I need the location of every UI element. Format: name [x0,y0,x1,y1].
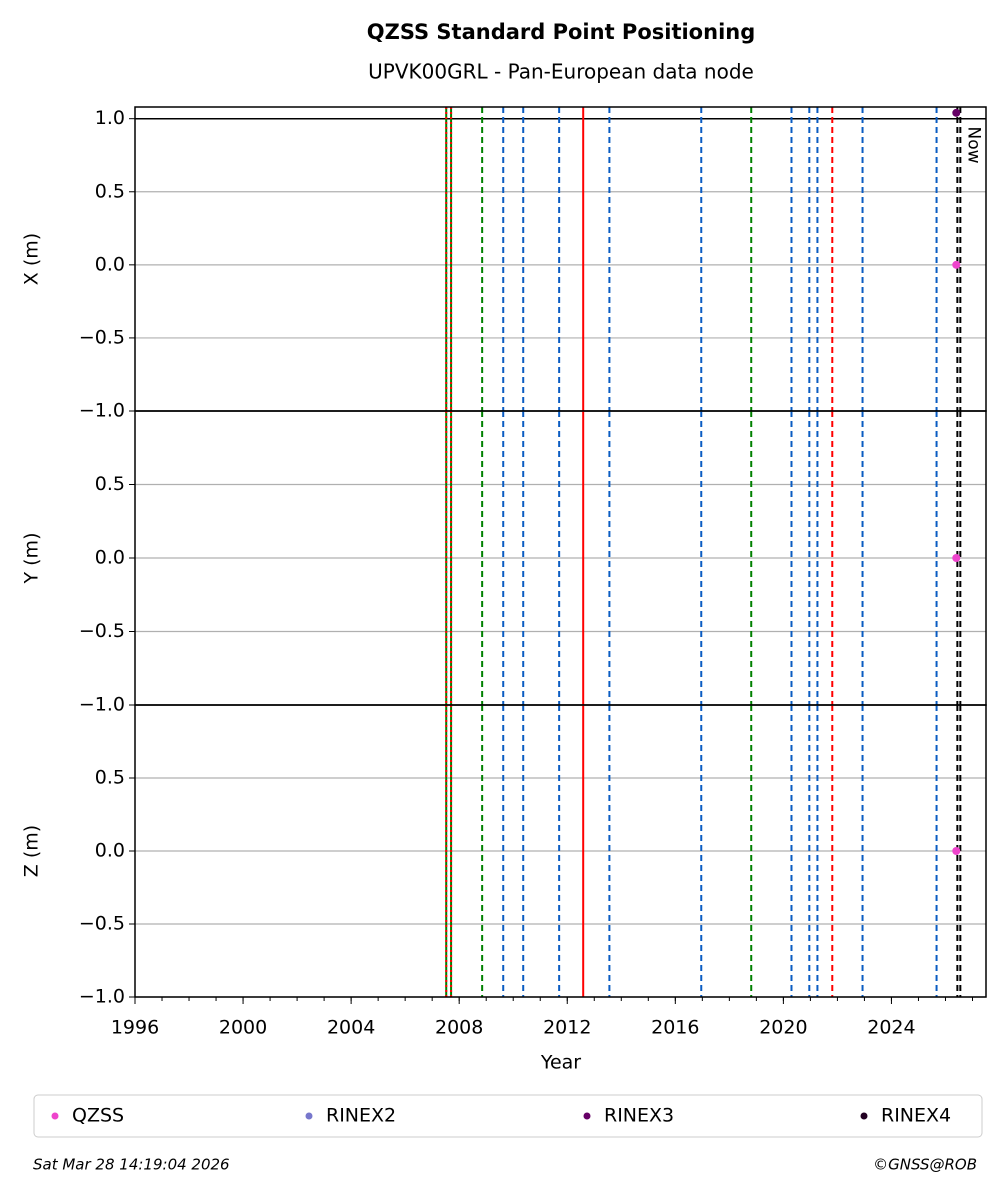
x-tick-label: 2000 [219,1017,267,1039]
y-axis-label: X (m) [21,233,43,285]
legend-marker [51,1112,59,1120]
y-axis-label: Z (m) [21,825,43,877]
y-tick-label: 0.5 [95,473,125,495]
y-tick-label: 0.0 [95,253,125,275]
x-axis-label: Year [540,1052,581,1074]
plot-frame [134,106,987,412]
x-tick-label: 2004 [327,1017,375,1039]
y-tick-label: −0.5 [79,326,125,348]
y-tick-label: −1.0 [79,400,125,422]
y-tick-label: 1.0 [95,107,125,129]
data-point [952,108,961,117]
plot-frame [134,704,987,998]
legend-marker [583,1112,591,1120]
legend-marker [305,1112,313,1120]
y-tick-label: 0.5 [95,767,125,789]
annotation: Now [963,126,983,163]
y-axis-label: Y (m) [21,533,43,585]
legend-label: RINEX3 [604,1105,674,1127]
y-tick-label: 0.0 [95,840,125,862]
y-tick-label: −1.0 [79,694,125,716]
y-tick-label: −1.0 [79,986,125,1008]
legend-marker [860,1112,868,1120]
legend-label: RINEX2 [326,1105,396,1127]
chart-title: QZSS Standard Point Positioning [367,20,756,44]
x-tick-label: 2012 [543,1017,591,1039]
footer-credit: ©GNSS@ROB [873,1156,977,1174]
y-tick-label: −0.5 [79,620,125,642]
data-point [952,847,961,855]
legend-label: QZSS [72,1105,124,1127]
x-tick-label: 2020 [759,1017,807,1039]
x-tick-label: 1996 [111,1017,159,1039]
chart-subtitle: UPVK00GRL - Pan-European data node [368,60,754,84]
x-tick-label: 2008 [435,1017,483,1039]
legend-box [33,1094,983,1138]
y-tick-label: 0.5 [95,180,125,202]
data-point [952,554,961,562]
y-tick-label: 0.0 [95,547,125,569]
footer-date: Sat Mar 28 14:19:04 2026 [33,1156,230,1174]
y-tick-label: −0.5 [79,913,125,935]
x-tick-label: 2024 [867,1017,915,1039]
x-tick-label: 2016 [651,1017,699,1039]
data-point [952,260,961,269]
legend-label: RINEX4 [881,1105,951,1127]
